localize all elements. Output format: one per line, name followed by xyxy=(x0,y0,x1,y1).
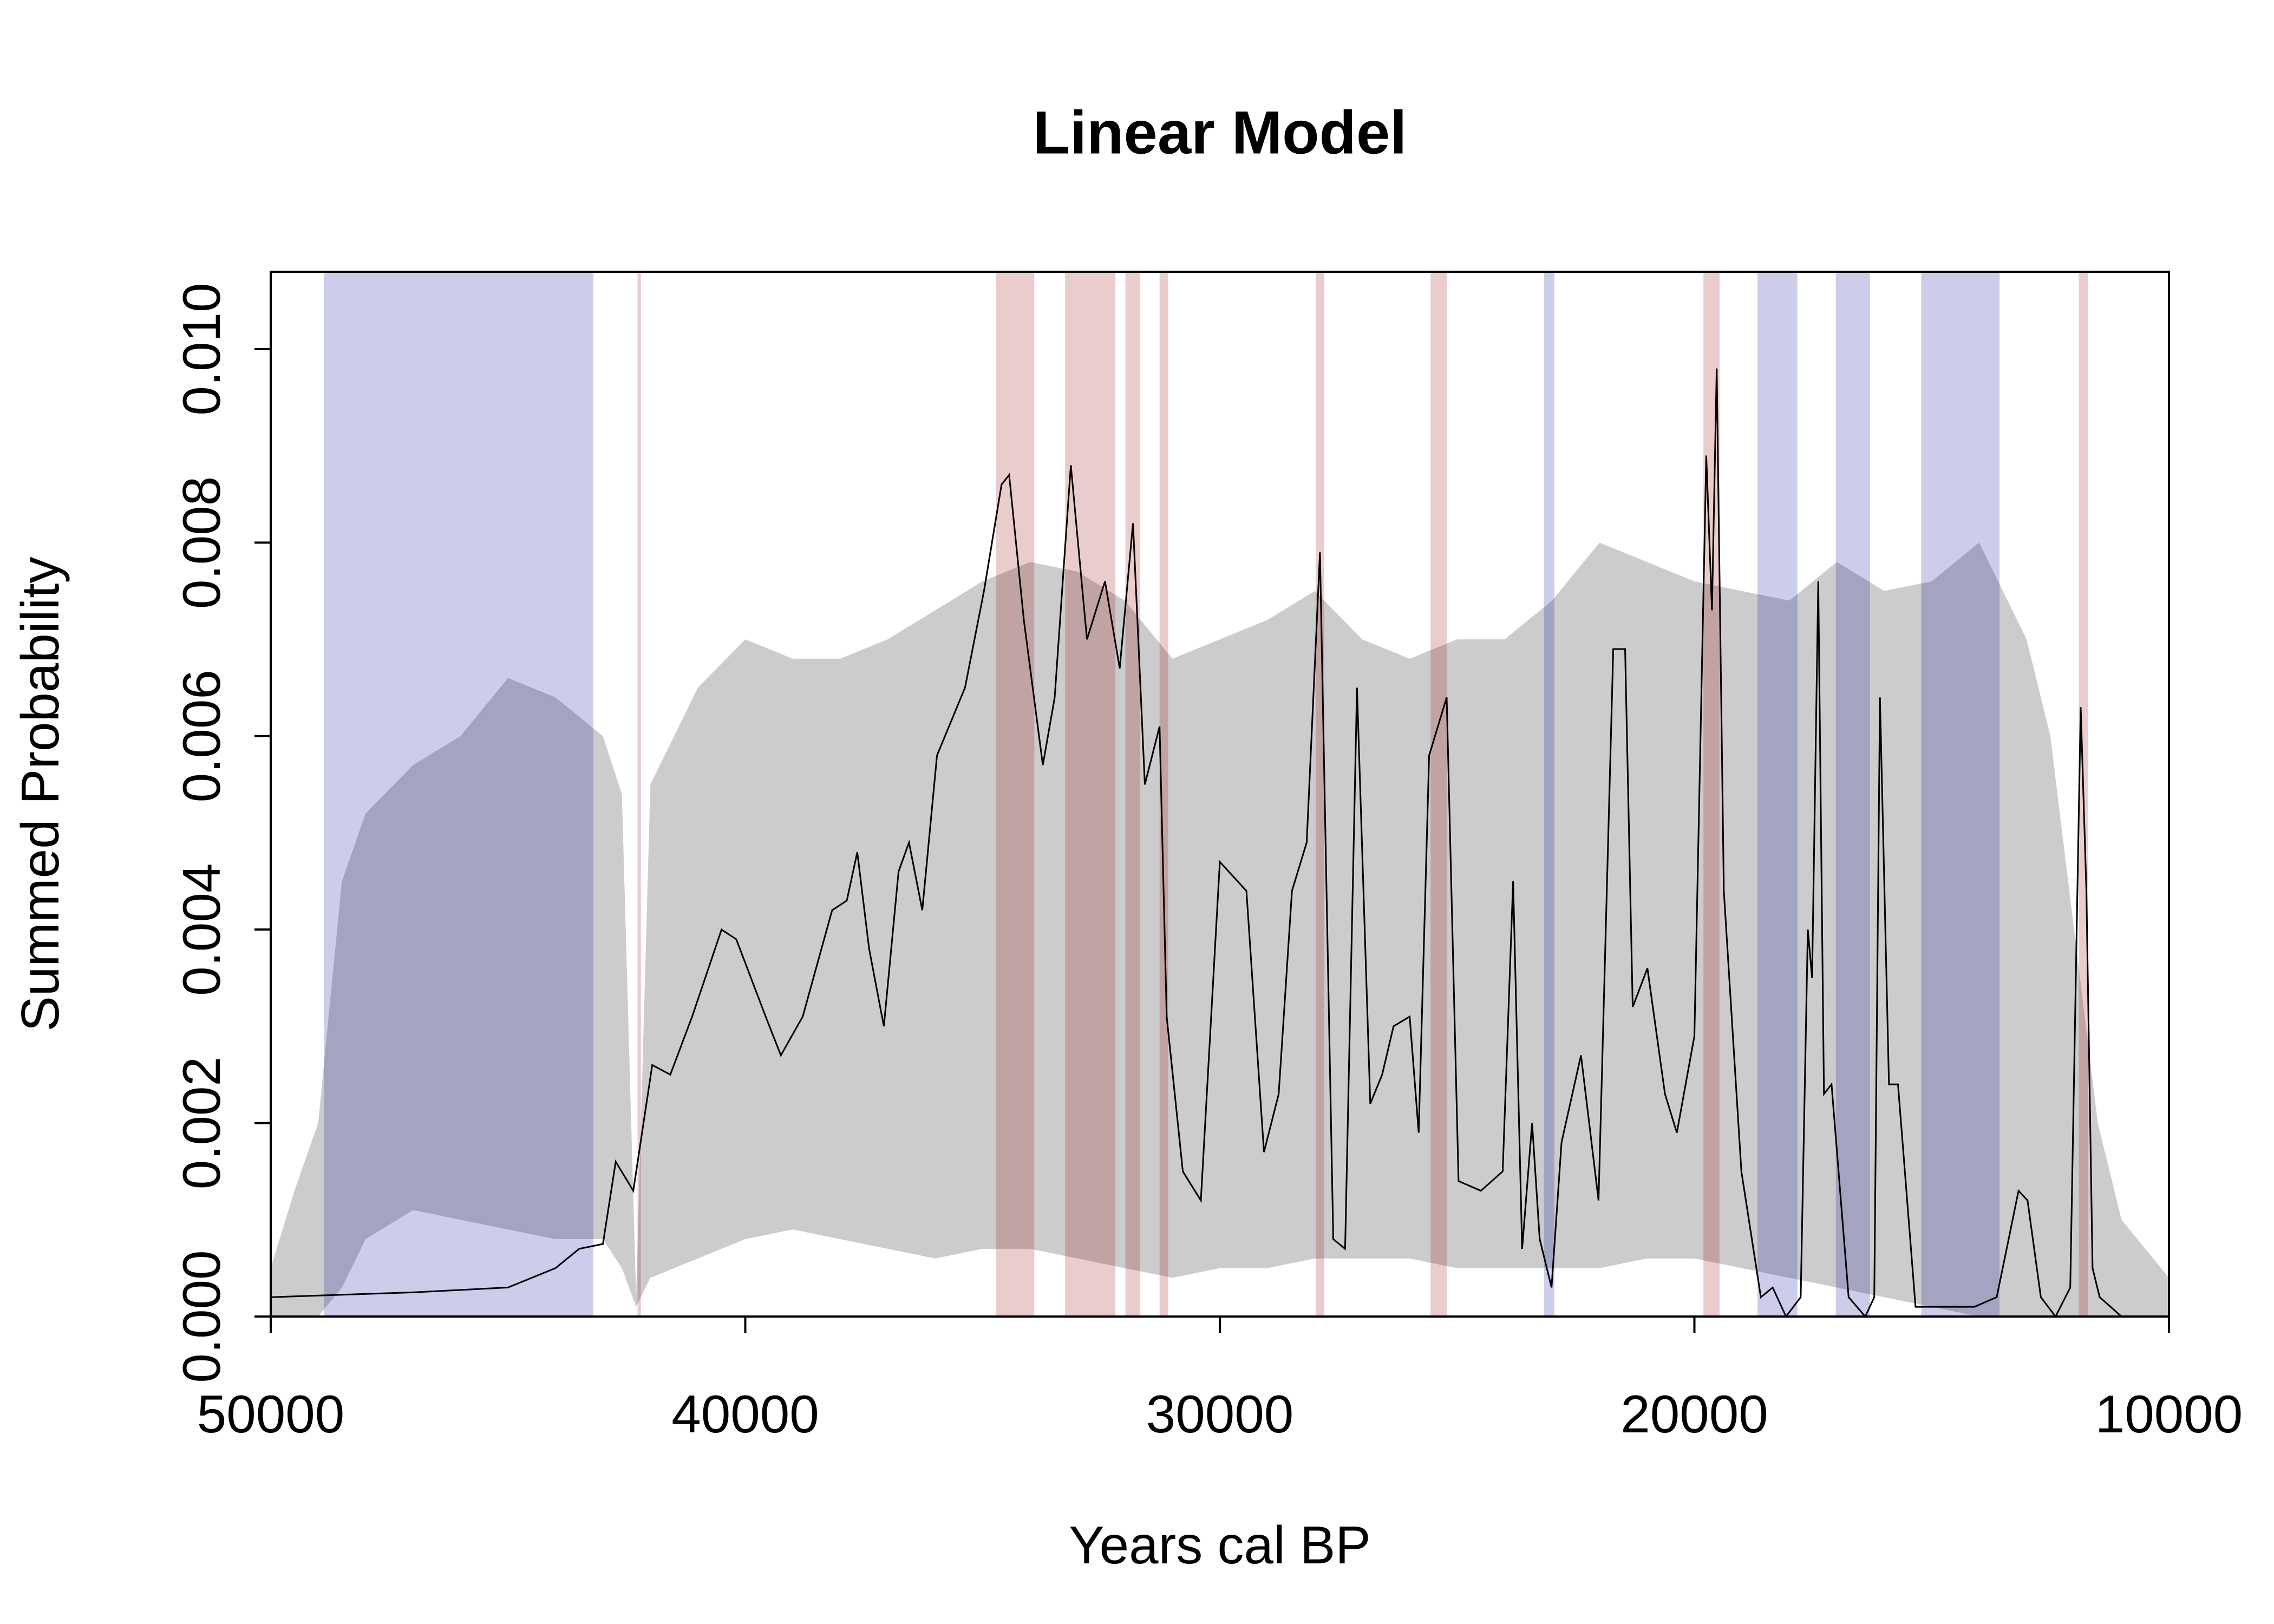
y-tick-label: 0.006 xyxy=(172,670,231,802)
interval xyxy=(1430,272,1447,1317)
interval xyxy=(1921,272,2000,1317)
interval xyxy=(996,272,1035,1317)
spd-line xyxy=(270,368,2169,1318)
interval xyxy=(1757,272,1798,1317)
x-tick-label: 20000 xyxy=(1620,1384,1768,1444)
y-tick-label: 0.010 xyxy=(172,283,231,415)
x-tick-label: 50000 xyxy=(197,1384,345,1444)
chart-title: Linear Model xyxy=(1033,99,1407,167)
y-tick-label: 0.008 xyxy=(172,476,231,609)
interval xyxy=(1703,272,1720,1317)
interval xyxy=(324,272,594,1317)
interval xyxy=(637,272,641,1317)
envelope xyxy=(271,542,2169,1317)
y-tick-label: 0.002 xyxy=(172,1057,231,1189)
x-tick-label: 40000 xyxy=(671,1384,819,1444)
interval xyxy=(1316,272,1324,1317)
interval xyxy=(1159,272,1168,1317)
y-axis-title: Summed Probability xyxy=(10,557,70,1032)
interval xyxy=(1835,272,1870,1317)
y-tick-label: 0.000 xyxy=(172,1250,231,1383)
interval xyxy=(1125,272,1140,1317)
y-tick-label: 0.004 xyxy=(172,863,231,996)
interval xyxy=(1065,272,1116,1317)
x-tick-label: 30000 xyxy=(1146,1384,1294,1444)
x-axis-title: Years cal BP xyxy=(1069,1515,1370,1575)
x-tick-label: 10000 xyxy=(2095,1384,2243,1444)
interval xyxy=(1544,272,1554,1317)
